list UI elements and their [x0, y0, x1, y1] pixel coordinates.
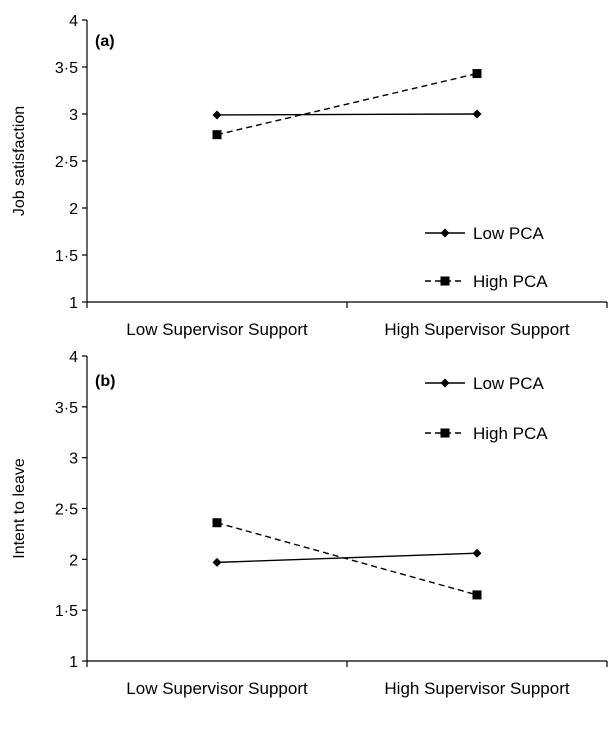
data-point: [440, 378, 450, 388]
data-point: [212, 557, 222, 567]
series-high-pca: [212, 518, 482, 600]
y-tick-label: 2·5: [55, 154, 78, 171]
legend-label: Low PCA: [473, 374, 545, 393]
panel-label: (b): [95, 373, 115, 390]
series-line: [216, 113, 478, 116]
y-tick-label: 1·5: [55, 248, 78, 265]
series-line: [216, 552, 478, 564]
y-tick-label: 1: [69, 295, 78, 312]
data-point: [472, 548, 482, 558]
y-tick-label: 2: [69, 201, 78, 218]
series-line: [216, 72, 478, 136]
legend-label: Low PCA: [473, 224, 545, 243]
x-category-label: Low Supervisor Support: [126, 679, 308, 698]
x-category-label: High Supervisor Support: [384, 679, 569, 698]
series-high-pca: [212, 69, 482, 140]
data-point: [212, 518, 222, 528]
y-tick-label: 3: [69, 451, 78, 468]
series-line: [216, 522, 478, 596]
legend-label: High PCA: [473, 272, 548, 291]
y-tick-label: 4: [69, 13, 78, 30]
data-point: [440, 428, 450, 438]
series-low-pca: [212, 548, 482, 567]
x-category-label: Low Supervisor Support: [126, 320, 308, 339]
chart-panel-b: 1 1·5 2 2·5 3 3·5 4 Low Supervisor Support High …: [11, 349, 608, 698]
y-tick-label: 2: [69, 552, 78, 569]
y-tick-label: 2·5: [55, 502, 78, 519]
data-point: [440, 228, 450, 238]
data-point: [472, 109, 482, 119]
y-tick-label: 4: [69, 349, 78, 366]
data-point: [472, 69, 482, 79]
y-axis-title: Job satisfaction: [11, 106, 28, 216]
series-low-pca: [212, 109, 482, 120]
legend-entry: Low PCA: [425, 224, 545, 243]
legend-entry: High PCA: [425, 272, 548, 291]
y-axis-title: Intent to leave: [11, 458, 28, 559]
panel-label: (a): [95, 33, 115, 50]
legend-entry: Low PCA: [425, 374, 545, 393]
chart-panel-a: 1 1·5 2 2·5 3 3·5 4 Low Supervisor Support High …: [11, 13, 608, 339]
data-point: [472, 590, 482, 600]
y-tick-label: 3·5: [55, 60, 78, 77]
legend-entry: High PCA: [425, 424, 548, 443]
y-tick-label: 3·5: [55, 400, 78, 417]
y-tick-label: 3: [69, 107, 78, 124]
x-category-label: High Supervisor Support: [384, 320, 569, 339]
data-point: [212, 110, 222, 120]
data-point: [212, 130, 222, 140]
y-tick-label: 1: [69, 654, 78, 671]
y-tick-label: 1·5: [55, 603, 78, 620]
legend-label: High PCA: [473, 424, 548, 443]
data-point: [440, 276, 450, 286]
